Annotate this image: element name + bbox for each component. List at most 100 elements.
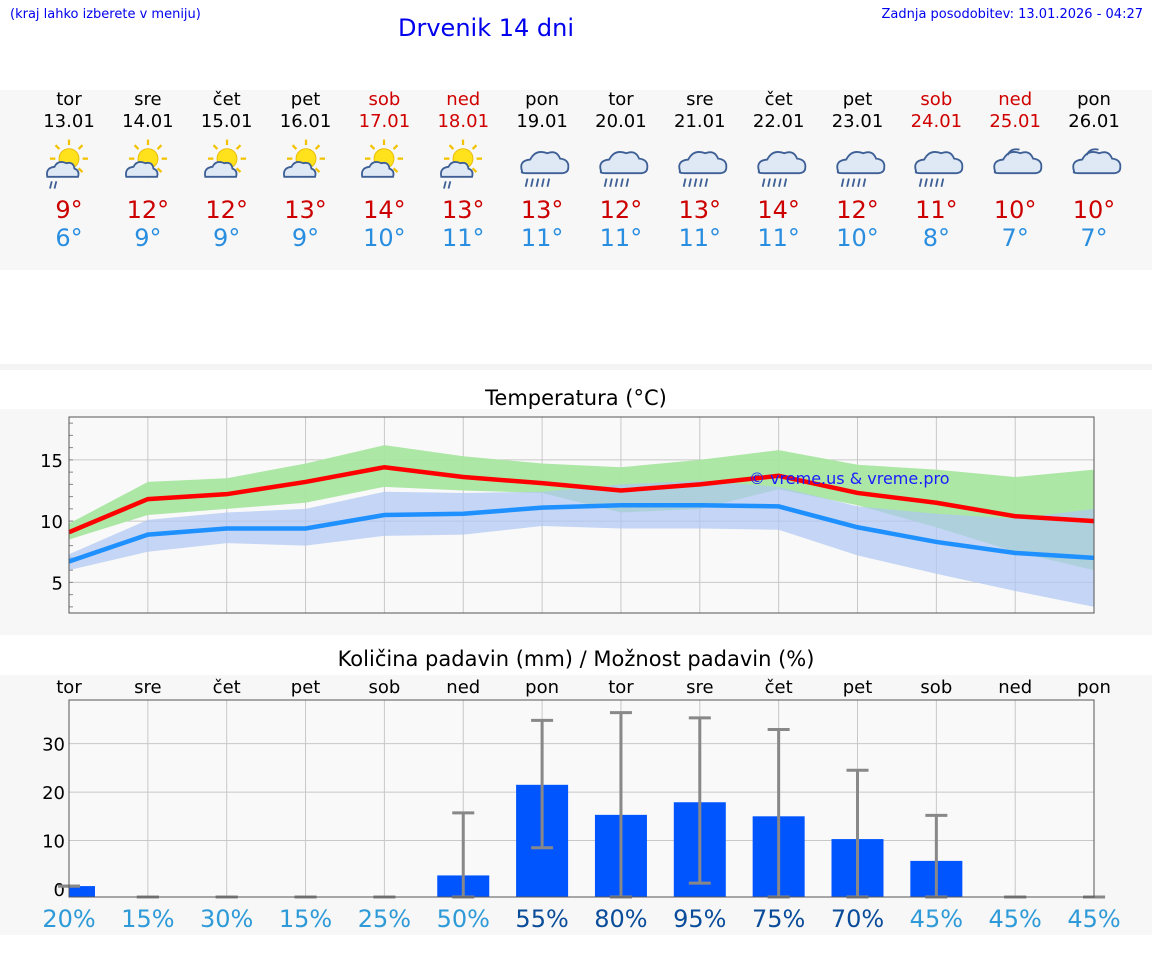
max-temperature: 12° <box>126 196 170 224</box>
sun-cloud-light-rain-icon <box>46 139 89 189</box>
max-temperature: 10° <box>1072 196 1116 224</box>
precip-day-label: tor <box>56 677 82 698</box>
min-temperature: 7° <box>1080 224 1108 252</box>
cloud-rain-icon <box>914 151 964 187</box>
precip-day-label: sre <box>686 677 713 698</box>
precip-y-tick-label: 10 <box>42 832 65 853</box>
min-temperature: 11° <box>757 224 800 252</box>
min-temperature: 9° <box>291 224 320 252</box>
precip-day-label: pon <box>525 677 559 698</box>
precip-probability-label: 70% <box>831 905 884 933</box>
min-temp-range-band <box>69 480 1095 607</box>
temperature-chart-title: Temperatura (°C) <box>485 386 667 410</box>
day-of-week: čet <box>212 89 241 110</box>
forecast-day: ned 18.01 13° 11° <box>428 89 498 253</box>
watermark: © vreme.us & vreme.pro <box>749 469 950 488</box>
max-temperature: 13° <box>441 196 485 224</box>
sun-behind-cloud-icon <box>361 139 404 178</box>
precip-day-label: čet <box>765 677 793 698</box>
region-menu-hint[interactable]: (kraj lahko izberete v meniju) <box>10 7 201 22</box>
daily-forecast-strip <box>0 90 1152 270</box>
day-of-week: pon <box>525 89 560 110</box>
day-date: 25.01 <box>989 111 1041 132</box>
precip-probability-label: 45% <box>1067 905 1120 933</box>
forecast-day: čet 22.01 14° 11° <box>744 90 814 252</box>
max-temperature: 10° <box>993 196 1037 224</box>
precip-probability-label: 50% <box>437 905 490 933</box>
min-temperature: 7° <box>1001 224 1029 252</box>
precip-y-tick-label: 30 <box>42 735 65 756</box>
precip-day-label: tor <box>608 677 634 698</box>
day-date: 24.01 <box>910 111 963 132</box>
clouds-icon <box>1072 148 1122 175</box>
min-temperature: 10° <box>836 224 879 252</box>
sun-cloud-light-rain-icon <box>440 139 483 189</box>
sun-behind-cloud-icon <box>203 139 246 178</box>
precipitation-chart-title: Količina padavin (mm) / Možnost padavin … <box>337 647 815 671</box>
day-of-week: tor <box>56 89 82 110</box>
cloud-rain-icon <box>678 151 728 187</box>
precip-day-label: sre <box>134 677 161 698</box>
min-temperature: 10° <box>363 224 406 252</box>
precip-probability-label: 95% <box>673 905 726 933</box>
day-date: 21.01 <box>674 111 726 132</box>
temp-plot-frame <box>68 416 1095 614</box>
min-temperature: 11° <box>520 224 564 252</box>
temp-y-tick-label: 5 <box>52 573 63 594</box>
precip-probability-label: 30% <box>200 905 253 933</box>
section-divider <box>0 364 1152 370</box>
min-temperature: 11° <box>678 224 722 252</box>
precip-probability-label: 75% <box>752 905 805 933</box>
max-temperature: 9° <box>55 196 83 224</box>
day-of-week: pet <box>290 89 321 110</box>
day-of-week: sob <box>368 89 401 110</box>
precip-probability-label: 15% <box>121 905 174 933</box>
day-date: 20.01 <box>595 111 647 132</box>
precip-day-label: pet <box>843 677 873 698</box>
max-temperature: 12° <box>599 196 643 224</box>
sun-behind-cloud-icon <box>124 139 167 178</box>
day-of-week: sre <box>686 89 714 110</box>
precip-day-label: ned <box>446 677 480 698</box>
day-of-week: tor <box>608 89 634 110</box>
day-of-week: sob <box>920 89 953 110</box>
cloud-rain-icon <box>835 151 885 187</box>
forecast-day: sre 21.01 13° 11° <box>665 90 735 252</box>
last-update-text: Zadnja posodobitev: 13.01.2026 - 04:27 <box>881 7 1143 22</box>
max-temperature: 12° <box>836 196 879 224</box>
forecast-day: sre 14.01 12° 9° <box>113 89 183 253</box>
day-date: 14.01 <box>122 111 174 132</box>
min-temperature: 6° <box>55 224 83 252</box>
day-date: 23.01 <box>831 111 884 132</box>
min-temperature: 9° <box>213 224 241 252</box>
precip-probability-label: 15% <box>279 905 332 933</box>
precip-day-label: čet <box>213 677 241 698</box>
min-temp-line <box>68 502 1095 564</box>
page-title: Drvenik 14 dni <box>398 14 575 42</box>
precip-day-label: pon <box>1077 677 1111 698</box>
clouds-icon <box>993 148 1043 175</box>
forecast-day: čet 15.01 12° 9° <box>192 89 262 253</box>
precip-probability-label: 55% <box>515 905 568 933</box>
precip-probability-label: 25% <box>358 905 411 933</box>
temp-y-tick-label: 15 <box>40 451 63 472</box>
day-date: 26.01 <box>1068 111 1120 132</box>
precip-y-tick-label: 0 <box>54 880 65 901</box>
day-date: 17.01 <box>358 111 411 132</box>
max-temp-line <box>68 464 1095 535</box>
precip-day-label: sob <box>368 677 400 698</box>
cloud-rain-icon <box>520 151 570 187</box>
max-temperature: 13° <box>678 196 722 224</box>
day-of-week: pon <box>1077 89 1111 110</box>
forecast-day: pon 26.01 10° 7° <box>1059 90 1129 252</box>
min-temperature: 11° <box>599 224 643 252</box>
precip-day-label: sob <box>920 677 952 698</box>
cloud-rain-icon <box>756 151 806 187</box>
precip-probability-label: 45% <box>989 905 1042 933</box>
day-of-week: sre <box>134 89 162 110</box>
day-of-week: ned <box>446 89 481 110</box>
day-date: 13.01 <box>43 111 95 132</box>
precip-day-label: ned <box>998 677 1032 698</box>
max-temperature: 13° <box>520 196 564 224</box>
day-of-week: čet <box>764 89 793 110</box>
